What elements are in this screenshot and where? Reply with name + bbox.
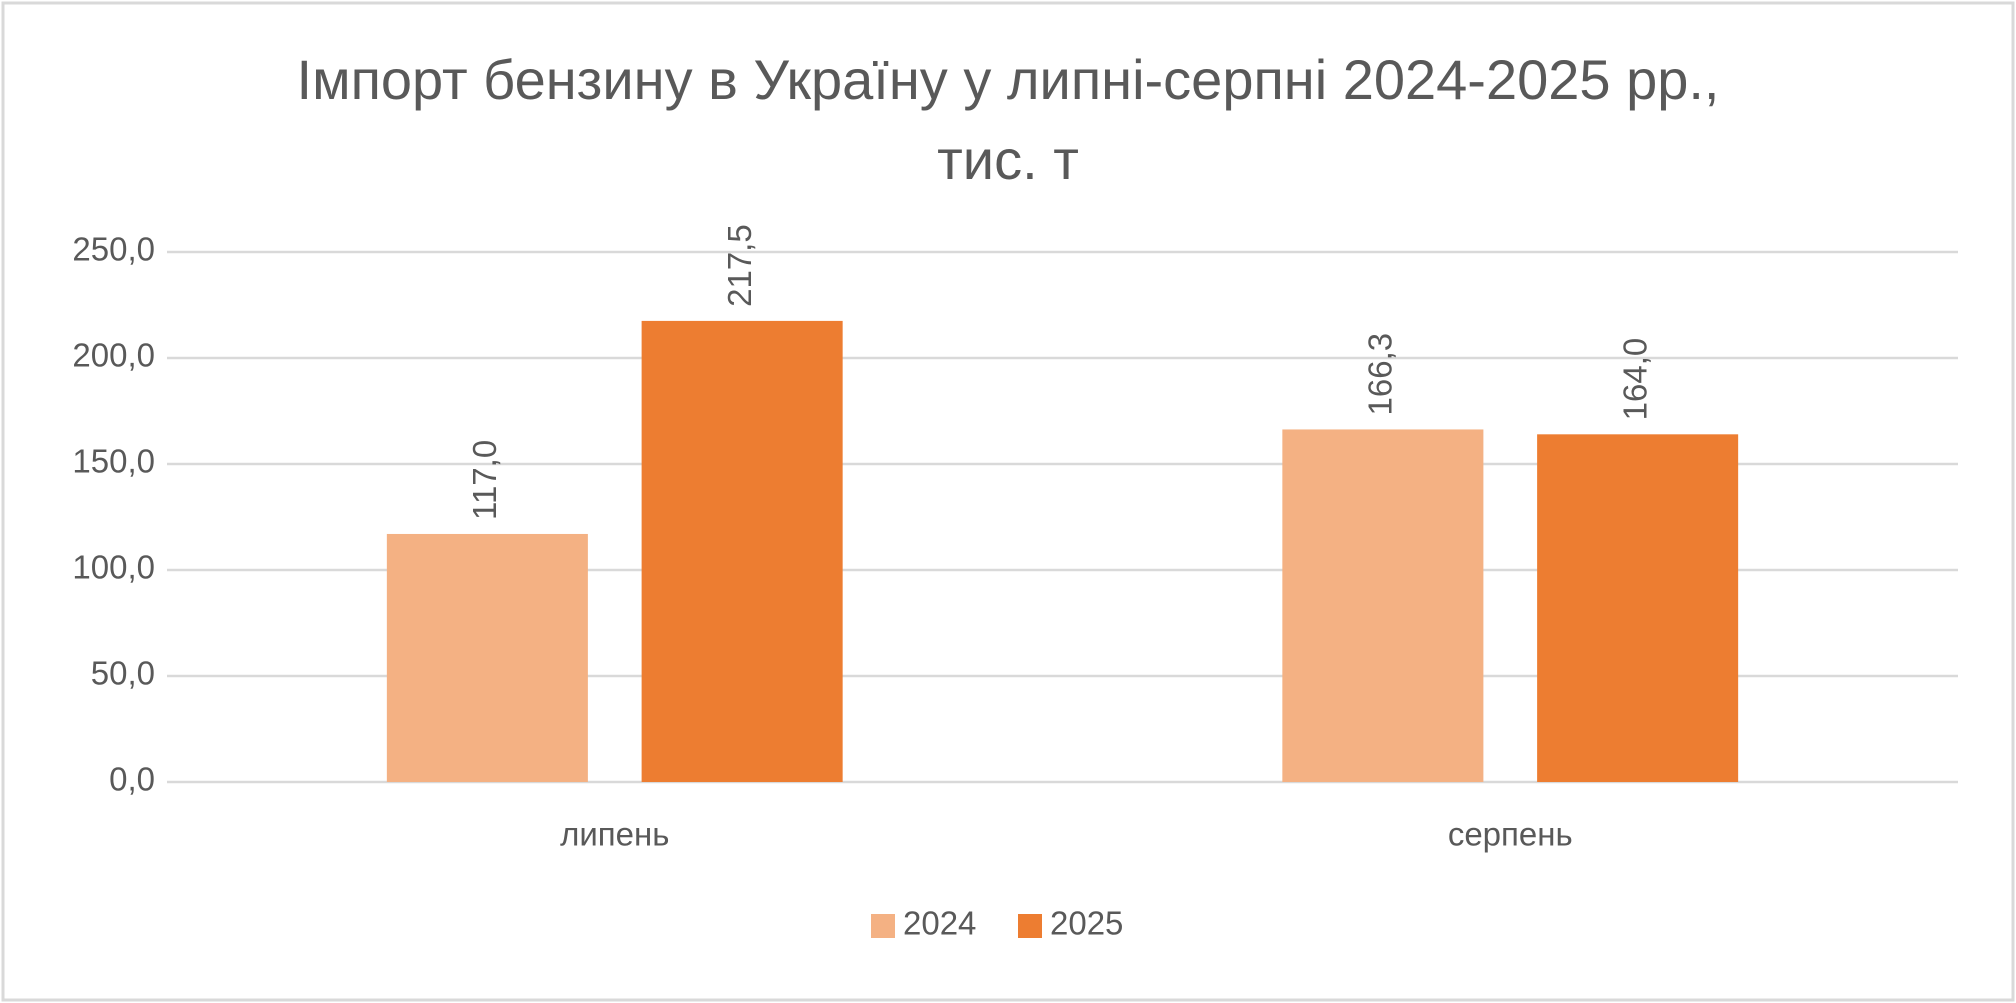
y-tick-label: 200,0 <box>72 337 155 374</box>
legend-label: 2025 <box>1050 905 1123 942</box>
data-label: 217,5 <box>721 224 758 307</box>
bar <box>1282 429 1484 782</box>
legend-label: 2024 <box>903 905 976 942</box>
data-label: 166,3 <box>1362 333 1399 416</box>
y-tick-label: 100,0 <box>72 549 155 586</box>
x-tick-label: липень <box>560 816 669 853</box>
y-tick-label: 150,0 <box>72 443 155 480</box>
legend-swatch <box>1018 914 1042 938</box>
y-tick-label: 50,0 <box>91 655 155 692</box>
data-label: 117,0 <box>466 440 503 520</box>
legend-swatch <box>871 914 895 938</box>
bar <box>386 533 588 782</box>
bar <box>641 320 843 782</box>
bar <box>1537 434 1739 782</box>
y-tick-label: 250,0 <box>72 231 155 268</box>
y-tick-label: 0,0 <box>109 761 155 798</box>
chart-title: Імпорт бензину в Україну у липні-серпні … <box>296 48 1720 191</box>
data-label: 164,0 <box>1616 338 1653 421</box>
x-tick-label: серпень <box>1448 816 1573 853</box>
